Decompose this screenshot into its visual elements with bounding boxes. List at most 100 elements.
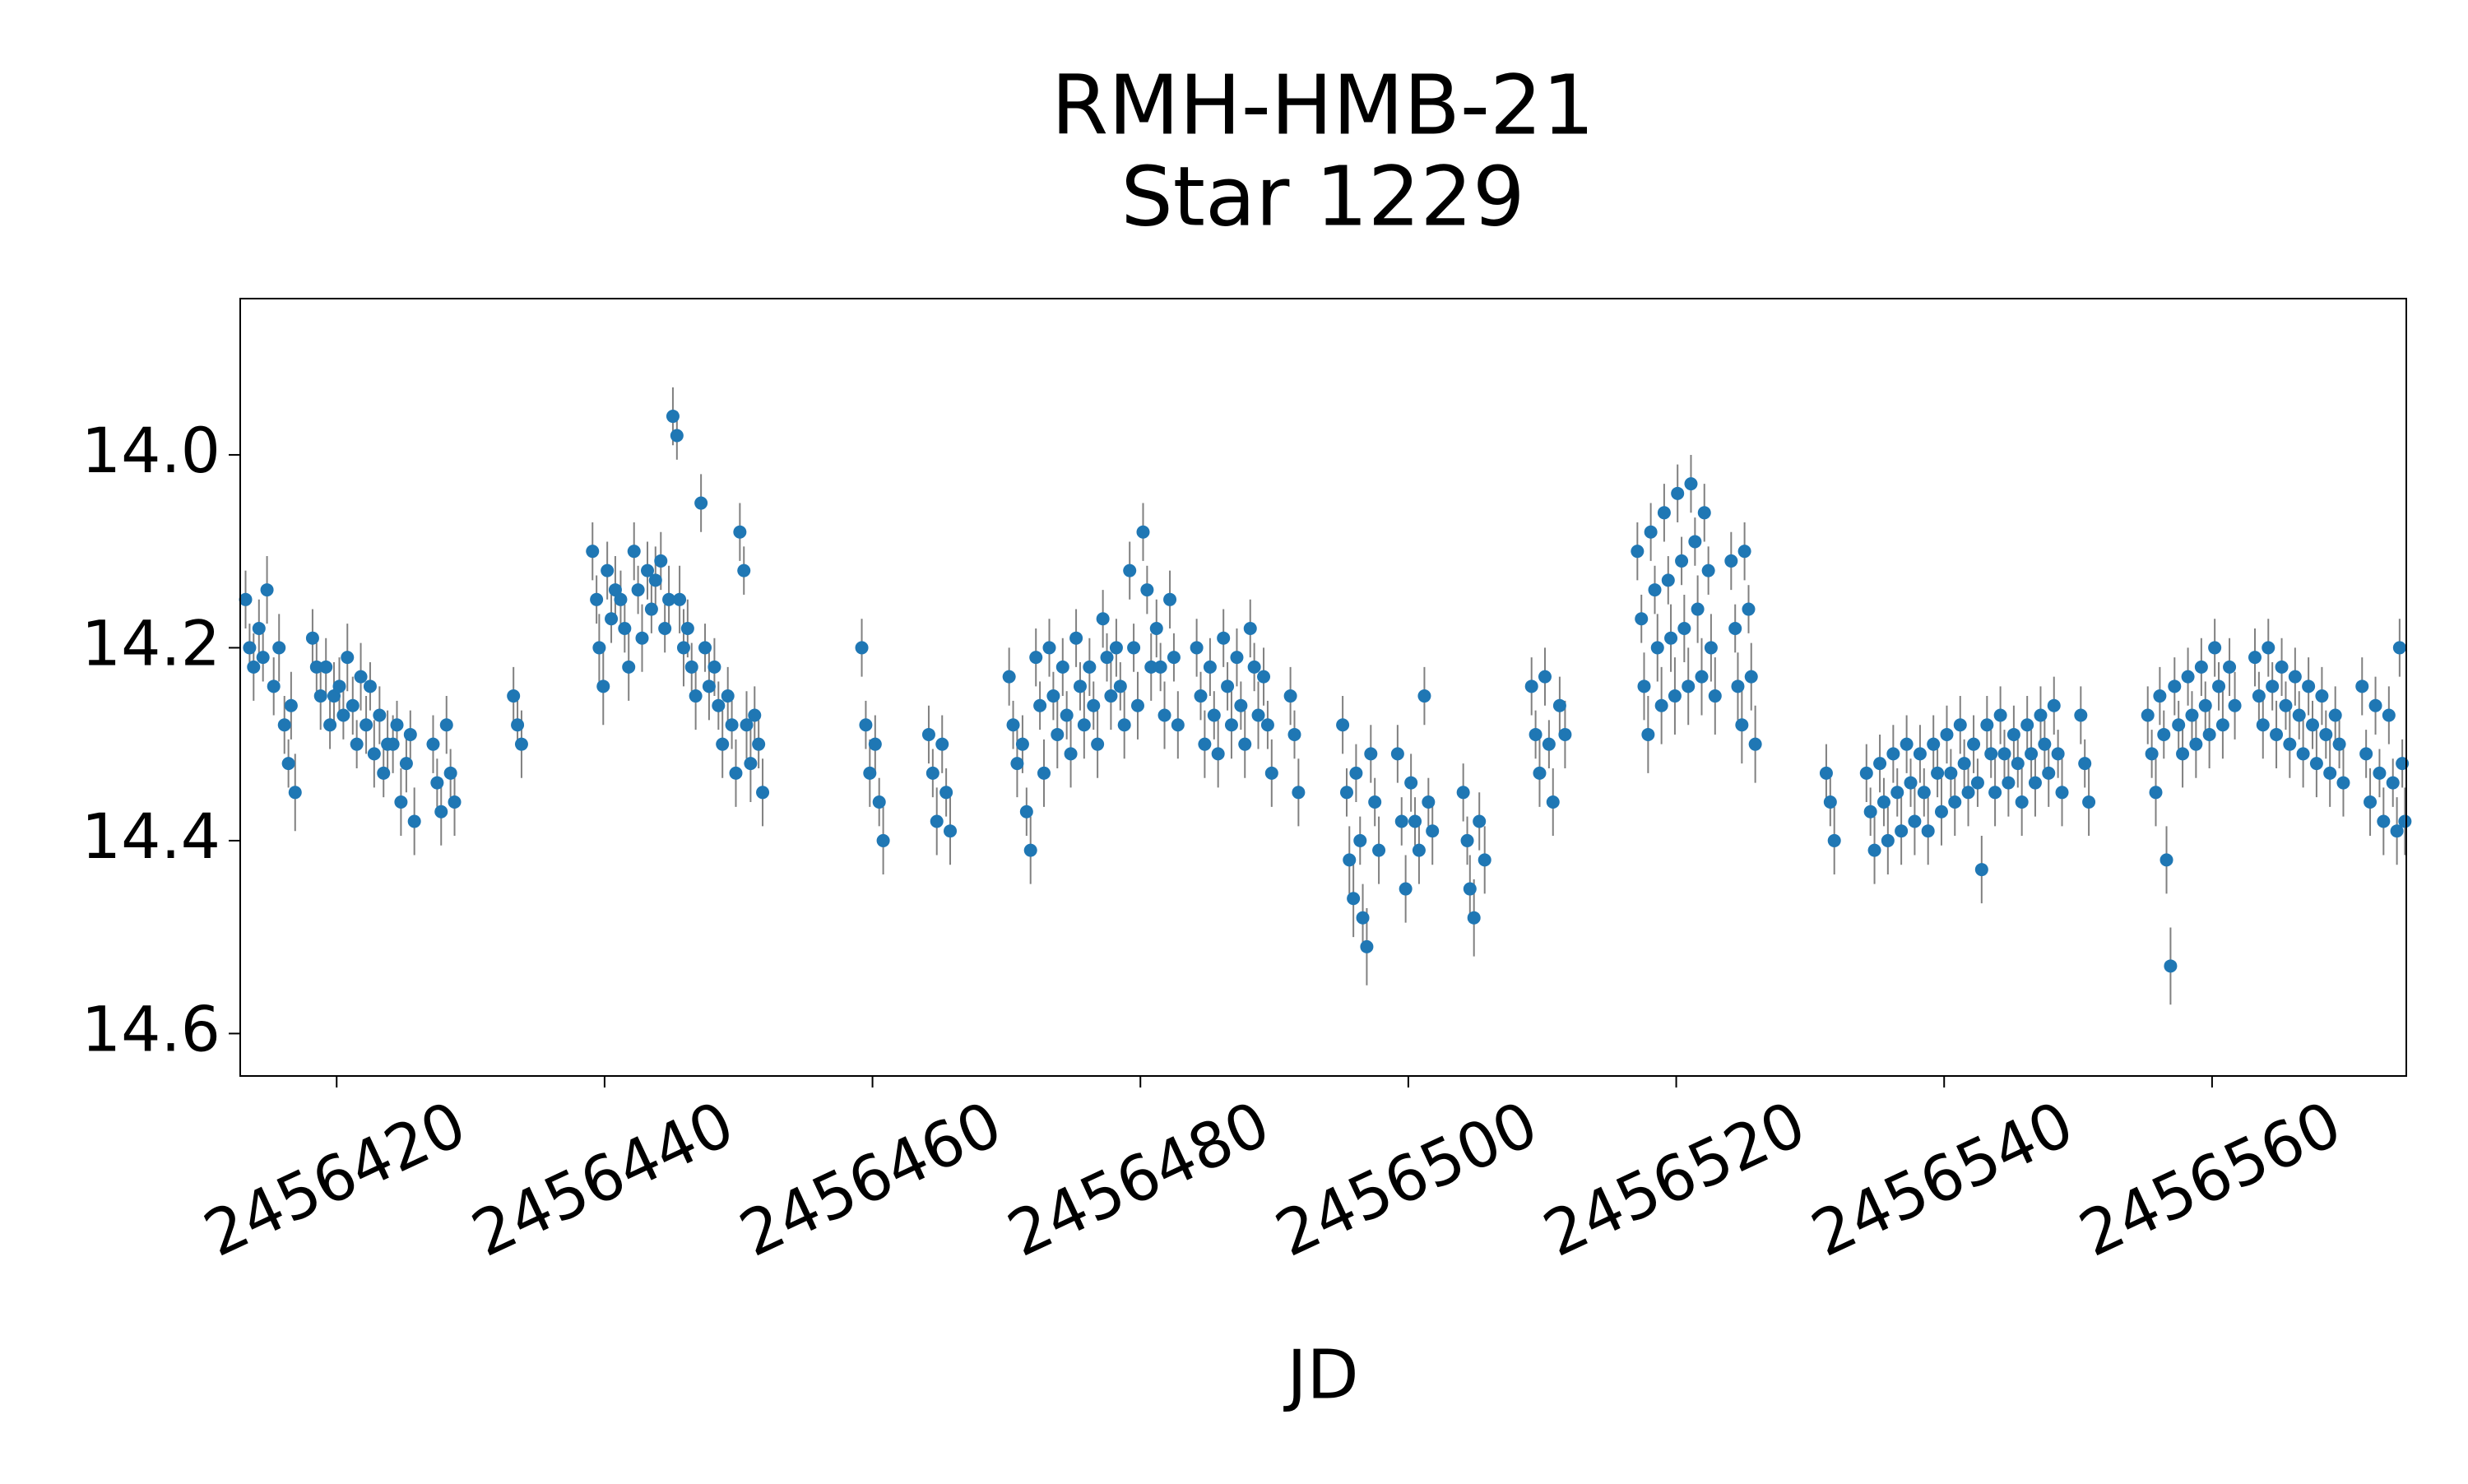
data-point [1051, 727, 1065, 741]
data-point [277, 718, 291, 732]
data-point [2145, 747, 2159, 761]
data-point [239, 592, 253, 606]
data-point [2034, 708, 2048, 722]
data-point [1546, 795, 1560, 809]
data-point [930, 814, 944, 828]
data-point [1654, 698, 1668, 712]
data-point [752, 737, 766, 751]
data-point [622, 660, 636, 674]
data-point [2306, 718, 2320, 732]
y-tick-label: 14.0 [81, 414, 220, 487]
chart-subtitle: Star 1229 [1120, 148, 1524, 244]
data-point [2181, 670, 2195, 684]
data-point [2202, 727, 2216, 741]
data-point [2038, 737, 2052, 751]
data-point [1823, 795, 1837, 809]
data-point [1207, 708, 1221, 722]
data-point [426, 737, 440, 751]
data-point [1260, 718, 1274, 732]
data-point [1538, 670, 1552, 684]
data-point [1339, 786, 1353, 800]
data-point [1552, 698, 1566, 712]
data-point [2266, 679, 2280, 693]
data-point [2215, 718, 2229, 732]
data-point [2296, 747, 2310, 761]
data-point [1238, 737, 1252, 751]
data-point [1980, 718, 1994, 732]
y-tick-label: 14.4 [81, 800, 220, 873]
data-point [1691, 602, 1705, 616]
data-point [1163, 592, 1177, 606]
data-point [403, 727, 417, 741]
data-point [267, 679, 281, 693]
data-point [2328, 708, 2342, 722]
data-point [2398, 814, 2412, 828]
data-point [1974, 863, 1988, 877]
data-point [707, 660, 721, 674]
data-point [1635, 612, 1649, 626]
data-point [721, 689, 735, 703]
data-point [676, 641, 690, 655]
data-point [592, 641, 606, 655]
data-point [872, 795, 886, 809]
data-point [680, 621, 694, 635]
data-point [641, 563, 655, 577]
data-point [1096, 612, 1110, 626]
data-point [596, 679, 610, 693]
data-point [1961, 786, 1975, 800]
data-point [670, 429, 684, 443]
data-point [2160, 853, 2173, 867]
data-point [390, 718, 404, 732]
data-point [1695, 670, 1709, 684]
data-point [1908, 814, 1922, 828]
data-point [360, 718, 373, 732]
data-point [702, 679, 716, 693]
data-point [346, 698, 360, 712]
data-point [252, 621, 266, 635]
data-point [2377, 814, 2391, 828]
data-point [1631, 545, 1645, 559]
data-point [2332, 737, 2346, 751]
data-point [2189, 737, 2203, 751]
data-point [1701, 563, 1715, 577]
data-point [1867, 843, 1881, 857]
data-point [1224, 718, 1238, 732]
data-point [1198, 737, 1212, 751]
x-tick-label: 2456460 [729, 1087, 1012, 1271]
data-point [1748, 737, 1762, 751]
data-point [1997, 747, 2011, 761]
data-point [434, 805, 448, 819]
data-point [1408, 814, 1422, 828]
data-point [2168, 679, 2182, 693]
data-point [733, 525, 747, 539]
data-point [2386, 776, 2400, 790]
data-point [1083, 660, 1097, 674]
data-point [1944, 766, 1958, 780]
data-point [1953, 718, 1967, 732]
data-point [1697, 506, 1711, 520]
data-point [1217, 631, 1231, 645]
data-point [2336, 776, 2350, 790]
data-point [605, 612, 619, 626]
data-point [1153, 660, 1167, 674]
data-point [1827, 833, 1841, 847]
data-point [1677, 621, 1691, 635]
chart-title: RMH-HMB-21 [1051, 57, 1594, 153]
data-point [1648, 583, 1662, 597]
data-point [2355, 679, 2369, 693]
data-point [284, 698, 298, 712]
data-point [1364, 747, 1378, 761]
data-point [712, 698, 726, 712]
data-point [748, 708, 762, 722]
data-point [1349, 766, 1363, 780]
data-point [507, 689, 521, 703]
data-point [2359, 747, 2373, 761]
data-point [2279, 698, 2293, 712]
data-point [1117, 718, 1131, 732]
data-point [1859, 766, 1873, 780]
data-point [1890, 786, 1904, 800]
data-point [673, 592, 687, 606]
data-point [332, 679, 346, 693]
data-point [1473, 814, 1487, 828]
data-point [1913, 747, 1927, 761]
